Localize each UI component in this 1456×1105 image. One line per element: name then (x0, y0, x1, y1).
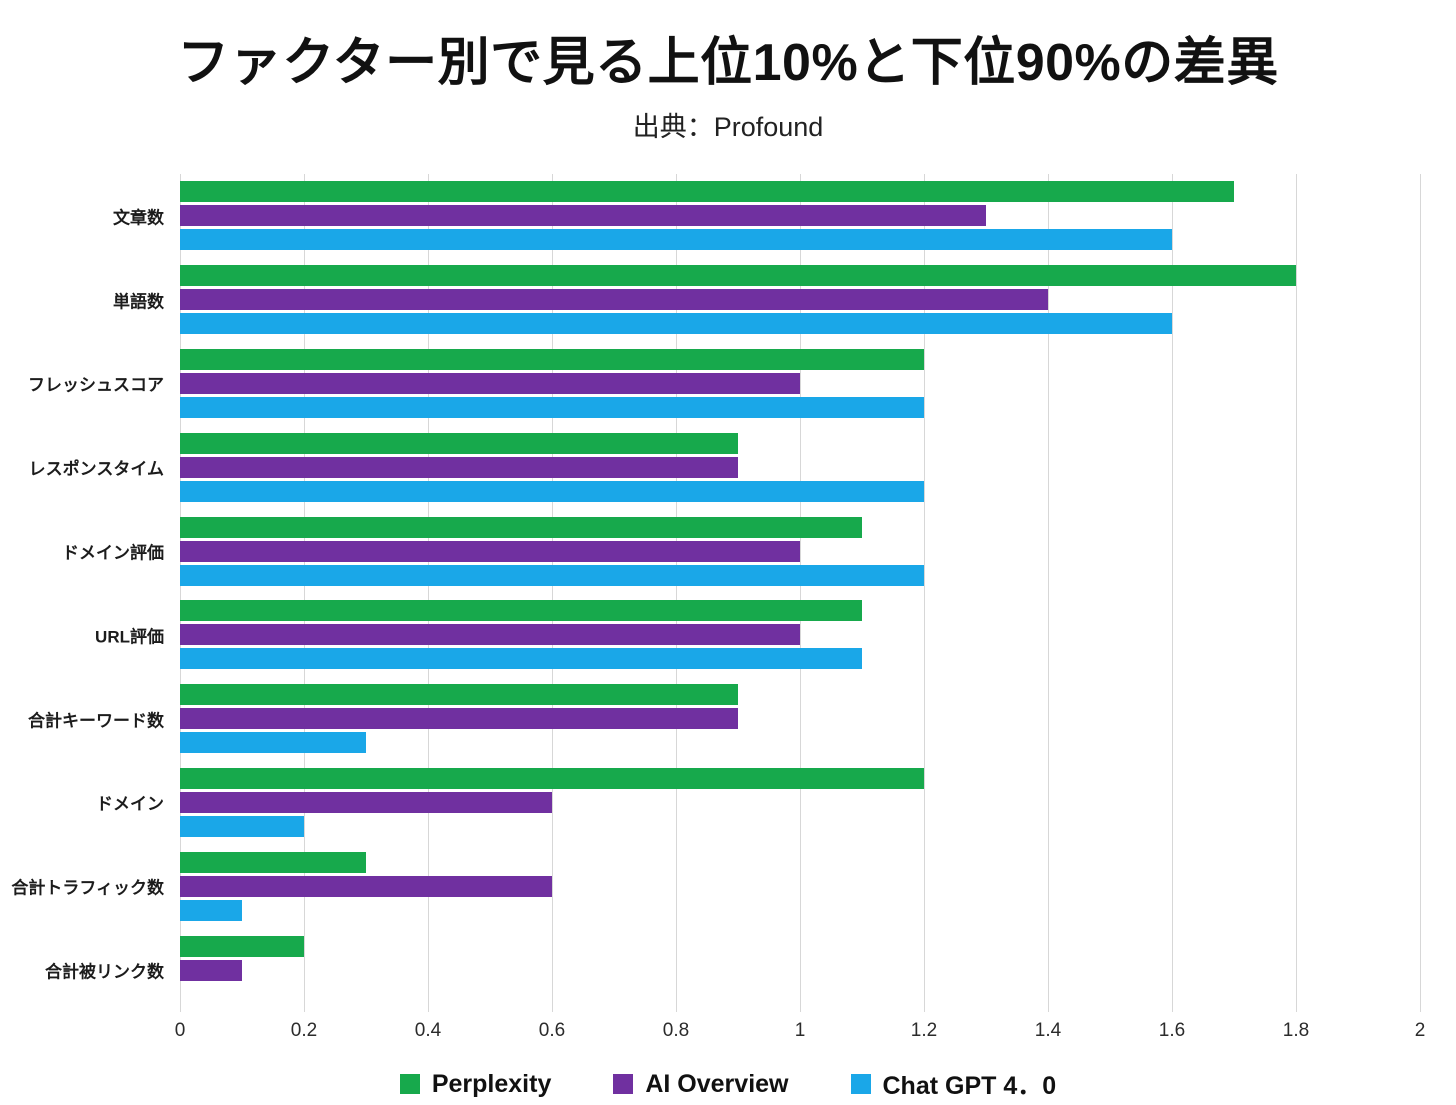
chart-row: フレッシュスコア (28, 342, 1420, 426)
x-axis: 0 0.2 0.4 0.6 0.8 1 1.2 1.4 1.6 1.8 2 (175, 1020, 1426, 1052)
bar-ai-overview (180, 205, 986, 227)
bar-ai-overview (180, 791, 552, 813)
bar-ai-overview (180, 372, 800, 394)
x-tick-label: 1.2 (910, 1020, 938, 1041)
bar-ai-overview (180, 959, 242, 981)
category-label: URL評価 (95, 627, 164, 647)
chart-row: 単語数 (113, 258, 1420, 342)
bar-perplexity (180, 265, 1296, 287)
legend-item: Perplexity (399, 1069, 552, 1099)
legend-swatch (399, 1074, 420, 1094)
bar-ai-overview (180, 708, 738, 730)
legend-swatch (850, 1074, 871, 1094)
bar-perplexity (180, 516, 862, 538)
bar-perplexity (180, 181, 1234, 203)
chart-row: URL評価 (95, 593, 1420, 677)
x-tick-label: 0.8 (662, 1020, 690, 1041)
gridline (304, 174, 305, 1012)
legend: Perplexity AI Overview Chat GPT 4．0 (0, 1066, 1456, 1102)
bar-chat-gpt-4-0 (180, 732, 366, 754)
chart-row: ドメイン (96, 761, 1420, 845)
chart-row: ドメイン評価 (62, 509, 1420, 593)
bar-perplexity (180, 935, 304, 957)
category-label: ドメイン評価 (62, 543, 164, 563)
bar-perplexity (180, 767, 924, 789)
bar-chat-gpt-4-0 (180, 564, 924, 586)
gridline (1172, 174, 1173, 1012)
gridline (180, 174, 181, 1012)
gridline (552, 174, 553, 1012)
chart-row: 文章数 (113, 174, 1420, 258)
gridline (1420, 174, 1421, 1012)
category-label: 合計被リンク数 (45, 962, 164, 982)
bar-ai-overview (180, 289, 1048, 311)
category-label: 合計トラフィック数 (11, 878, 164, 898)
gridline (800, 174, 801, 1012)
gridline (676, 174, 677, 1012)
legend-label: Perplexity (431, 1069, 552, 1098)
bar-perplexity (180, 348, 924, 370)
bar-perplexity (180, 851, 366, 873)
category-label: レスポンスタイム (28, 459, 164, 479)
legend-item: Chat GPT 4．0 (850, 1066, 1057, 1102)
legend-label: Chat GPT 4．0 (882, 1072, 1057, 1100)
category-label: 合計キーワード数 (28, 711, 164, 731)
category-label: 単語数 (113, 292, 164, 312)
chart-title: ファクター別で見る上位10%と下位90%の差異 (177, 34, 1279, 92)
x-tick-label: 1.8 (1282, 1020, 1310, 1041)
bar-perplexity (180, 684, 738, 706)
plot-area: 文章数単語数フレッシュスコア レスポンスタイムドメイン評価 URL評価合計キーワード… (11, 174, 1421, 1012)
bar-chat-gpt-4-0 (180, 648, 862, 670)
bar-chat-gpt-4-0 (180, 229, 1172, 251)
gridline (1296, 174, 1297, 1012)
bar-chat-gpt-4-0 (180, 396, 924, 418)
bar-chat-gpt-4-0 (180, 313, 1172, 335)
bar-chat-gpt-4-0 (180, 480, 924, 502)
bar-perplexity (180, 432, 738, 454)
category-label: ドメイン (96, 794, 164, 814)
category-label: フレッシュスコア (28, 375, 164, 395)
chart-row: 合計トラフィック数 (11, 844, 1420, 928)
x-tick-label: 1.4 (1034, 1020, 1062, 1041)
x-tick-label: 1.6 (1158, 1020, 1186, 1041)
chart-row: レスポンスタイム (29, 425, 1420, 509)
chart-subtitle: 出典：Profound (632, 112, 824, 142)
chart-row: 合計キーワード数 (28, 677, 1420, 761)
legend-swatch (613, 1074, 634, 1094)
bar-chat-gpt-4-0 (180, 815, 304, 837)
gridline (428, 174, 429, 1012)
bar-ai-overview (180, 624, 800, 646)
bar-perplexity (180, 600, 862, 622)
x-tick-label: 0.4 (414, 1020, 442, 1041)
chart-row: 合計被リンク数 (45, 928, 1420, 1012)
legend-item: AI Overview (613, 1069, 789, 1099)
bar-ai-overview (180, 456, 738, 478)
gridline (1048, 174, 1049, 1012)
x-tick-label: 1 (794, 1020, 806, 1041)
category-label: 文章数 (113, 208, 164, 228)
x-tick-label: 2 (1414, 1020, 1426, 1041)
x-tick-label: 0.6 (538, 1020, 566, 1041)
x-tick-label: 0.2 (290, 1020, 318, 1041)
x-tick-label: 0 (174, 1020, 186, 1041)
gridline (924, 174, 925, 1012)
bar-ai-overview (180, 875, 552, 897)
bar-chat-gpt-4-0 (180, 899, 242, 921)
legend-label: AI Overview (645, 1069, 789, 1098)
bar-ai-overview (180, 540, 800, 562)
